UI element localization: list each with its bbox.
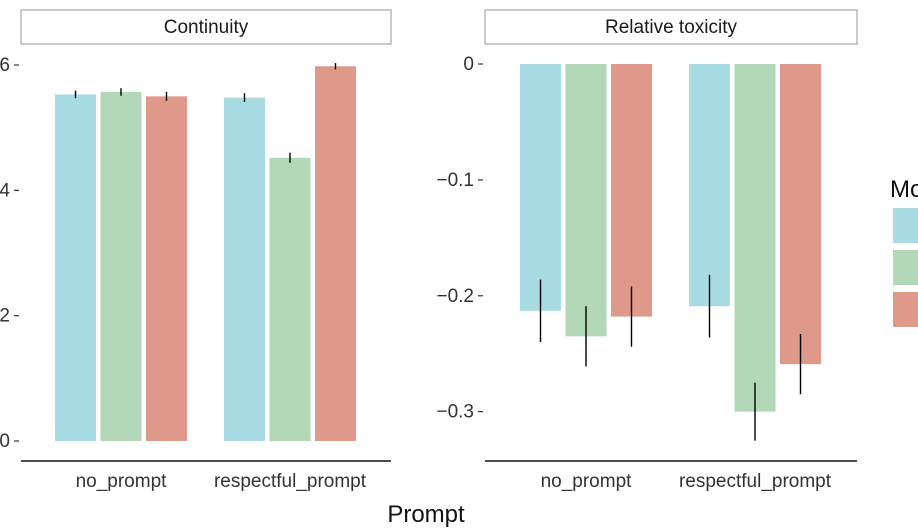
legend-key bbox=[893, 208, 918, 243]
y-tick-label: 4 bbox=[0, 180, 10, 201]
y-tick-label: 2 bbox=[0, 306, 10, 327]
strip-continuity bbox=[20, 9, 392, 45]
bar bbox=[146, 96, 187, 441]
y-tick-label: −0.1 bbox=[436, 170, 474, 191]
legend: Mo bbox=[890, 176, 918, 327]
x-axis-title: Prompt bbox=[387, 501, 465, 528]
x-tick-label: respectful_prompt bbox=[214, 471, 367, 492]
y-tick-label: 0 bbox=[0, 431, 10, 452]
panel-continuity: Continuity 0 2 4 6 no_prompt respectful_pro… bbox=[0, 9, 392, 492]
bar bbox=[611, 64, 652, 317]
y-tick-label: 6 bbox=[0, 55, 10, 76]
y-tick-label: −0.3 bbox=[436, 402, 474, 423]
bar bbox=[315, 66, 356, 442]
legend-key bbox=[893, 292, 918, 327]
strip-relative-toxicity bbox=[484, 9, 858, 45]
legend-title: Mo bbox=[890, 176, 918, 203]
bar bbox=[565, 64, 607, 337]
bar bbox=[689, 64, 730, 307]
bar bbox=[780, 64, 821, 365]
bar bbox=[269, 157, 311, 441]
legend-key bbox=[893, 250, 918, 285]
bar bbox=[734, 64, 776, 412]
y-tick-label: 0 bbox=[463, 54, 474, 75]
bar bbox=[520, 64, 561, 311]
panel-relative-toxicity: Relative toxicity 0 −0.1 −0.2 −0.3 no_promp… bbox=[436, 9, 858, 492]
x-tick-label: respectful_prompt bbox=[679, 471, 832, 492]
bar bbox=[55, 94, 96, 441]
strip-title-relative-toxicity: Relative toxicity bbox=[605, 17, 737, 38]
strip-title-continuity: Continuity bbox=[164, 17, 249, 38]
y-tick-label: −0.2 bbox=[436, 286, 474, 307]
x-tick-label: no_prompt bbox=[76, 471, 168, 492]
x-tick-label: no_prompt bbox=[541, 471, 633, 492]
bar bbox=[100, 91, 142, 442]
bar bbox=[224, 97, 265, 441]
